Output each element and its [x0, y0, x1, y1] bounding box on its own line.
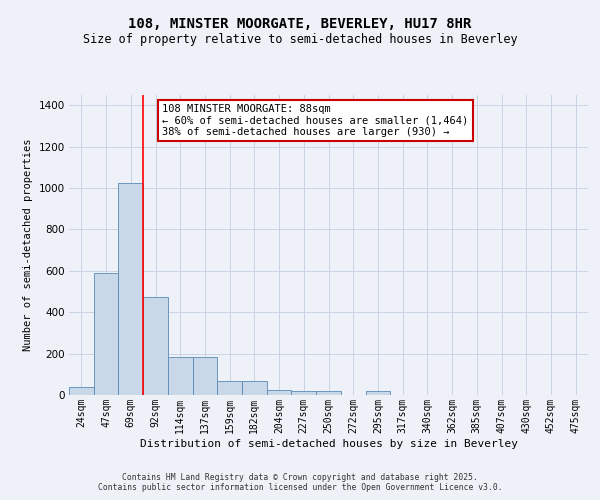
Y-axis label: Number of semi-detached properties: Number of semi-detached properties — [23, 138, 33, 352]
Bar — [316, 391, 341, 395]
X-axis label: Distribution of semi-detached houses by size in Beverley: Distribution of semi-detached houses by … — [139, 438, 517, 448]
Text: Contains HM Land Registry data © Crown copyright and database right 2025.
Contai: Contains HM Land Registry data © Crown c… — [98, 473, 502, 492]
Text: Size of property relative to semi-detached houses in Beverley: Size of property relative to semi-detach… — [83, 32, 517, 46]
Bar — [118, 183, 143, 395]
Bar — [168, 356, 193, 395]
Bar — [365, 391, 390, 395]
Bar — [94, 273, 118, 395]
Bar — [292, 391, 316, 395]
Bar — [242, 380, 267, 395]
Bar — [193, 356, 217, 395]
Bar — [69, 387, 94, 395]
Text: 108 MINSTER MOORGATE: 88sqm
← 60% of semi-detached houses are smaller (1,464)
38: 108 MINSTER MOORGATE: 88sqm ← 60% of sem… — [163, 104, 469, 137]
Bar — [267, 390, 292, 395]
Bar — [143, 296, 168, 395]
Bar — [217, 380, 242, 395]
Text: 108, MINSTER MOORGATE, BEVERLEY, HU17 8HR: 108, MINSTER MOORGATE, BEVERLEY, HU17 8H… — [128, 18, 472, 32]
